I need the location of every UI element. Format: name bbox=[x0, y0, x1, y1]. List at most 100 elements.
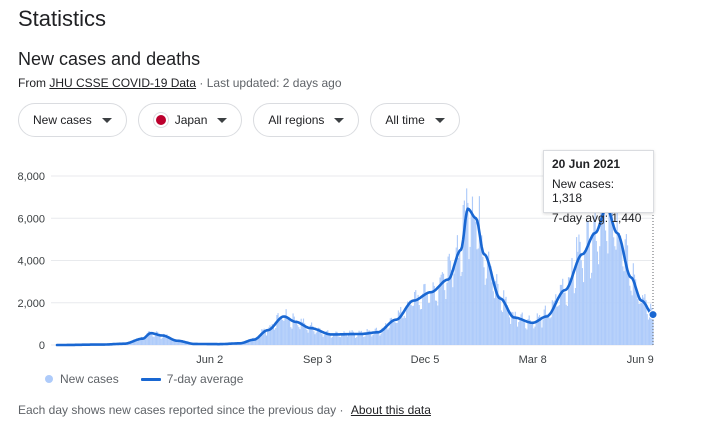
case-bar bbox=[166, 334, 168, 345]
case-bar bbox=[144, 338, 146, 345]
x-tick-label: Dec 5 bbox=[411, 354, 440, 366]
case-bar bbox=[506, 305, 508, 345]
metric-filter-chip[interactable]: New cases bbox=[18, 103, 127, 137]
case-bar bbox=[643, 297, 645, 345]
case-bar bbox=[311, 322, 313, 345]
case-bar bbox=[248, 340, 250, 345]
case-bar bbox=[301, 321, 303, 345]
case-bar bbox=[132, 340, 134, 345]
case-bar bbox=[485, 278, 487, 345]
case-bar bbox=[534, 326, 536, 345]
case-bar bbox=[359, 331, 361, 345]
case-bar bbox=[426, 292, 428, 345]
case-bar bbox=[609, 175, 611, 345]
time-filter-chip[interactable]: All time bbox=[370, 103, 460, 137]
case-bar bbox=[304, 323, 306, 345]
case-bar bbox=[446, 282, 448, 345]
case-bar bbox=[390, 317, 393, 345]
case-bar bbox=[294, 321, 296, 345]
case-bar bbox=[635, 279, 637, 345]
case-bar bbox=[353, 334, 355, 345]
case-bar bbox=[486, 259, 489, 345]
case-bar bbox=[423, 284, 425, 345]
case-bar bbox=[427, 303, 430, 345]
case-bar bbox=[405, 305, 408, 345]
source-link[interactable]: JHU CSSE COVID-19 Data bbox=[49, 76, 197, 90]
case-bar bbox=[433, 285, 435, 345]
about-data-link[interactable]: About this data bbox=[350, 403, 431, 417]
case-bar bbox=[633, 274, 636, 345]
case-bar bbox=[551, 300, 553, 345]
case-bar bbox=[349, 330, 351, 345]
region-filter-chip[interactable]: All regions bbox=[253, 103, 360, 137]
case-bar bbox=[355, 337, 357, 345]
case-bar bbox=[175, 341, 177, 345]
case-bar bbox=[532, 323, 534, 345]
case-bar bbox=[602, 202, 604, 345]
case-bar bbox=[308, 326, 310, 345]
case-bar bbox=[544, 305, 546, 345]
case-bar bbox=[459, 249, 461, 345]
case-bar bbox=[645, 300, 647, 345]
case-bar bbox=[503, 290, 505, 345]
case-bar bbox=[432, 282, 434, 345]
case-bar bbox=[337, 336, 339, 345]
case-bar bbox=[295, 320, 298, 345]
chevron-down-icon bbox=[217, 117, 228, 123]
legend-bars-swatch bbox=[45, 375, 53, 383]
case-bar bbox=[550, 317, 552, 345]
case-bar bbox=[461, 271, 463, 345]
case-bar bbox=[652, 317, 654, 345]
case-bar bbox=[598, 264, 600, 345]
case-bar bbox=[376, 330, 379, 345]
case-bar bbox=[594, 190, 596, 345]
case-bar bbox=[513, 315, 515, 345]
case-bar bbox=[375, 327, 377, 345]
case-bar bbox=[389, 318, 391, 345]
case-bar bbox=[417, 294, 419, 345]
case-bar bbox=[521, 312, 523, 345]
case-bar bbox=[343, 331, 345, 345]
case-bar bbox=[345, 335, 347, 345]
case-bar bbox=[615, 249, 617, 345]
case-bar bbox=[256, 337, 258, 345]
case-bar bbox=[569, 277, 571, 345]
case-bar bbox=[449, 260, 452, 345]
case-bar bbox=[290, 327, 292, 345]
case-bar bbox=[307, 332, 309, 345]
case-bar bbox=[368, 330, 371, 345]
case-bar bbox=[378, 333, 380, 345]
case-bar bbox=[424, 283, 426, 345]
case-bar bbox=[365, 333, 367, 345]
cases-chart[interactable]: 8,000 6,000 4,000 2,000 0 Jun 2 Sep 3 Dec 5 Mar … bbox=[0, 140, 709, 370]
case-bar bbox=[576, 237, 578, 345]
case-bar bbox=[152, 336, 154, 345]
case-bar bbox=[457, 257, 460, 345]
japan-flag-icon bbox=[152, 112, 169, 128]
hover-point bbox=[648, 310, 658, 320]
case-bar bbox=[364, 336, 366, 345]
case-bar bbox=[621, 247, 623, 345]
case-bar bbox=[570, 282, 572, 345]
case-bar bbox=[539, 315, 541, 345]
case-bar bbox=[155, 331, 158, 345]
case-bar bbox=[642, 295, 644, 345]
case-bar bbox=[497, 283, 499, 345]
country-filter-chip[interactable]: Japan bbox=[137, 103, 243, 137]
case-bar bbox=[278, 319, 280, 345]
case-bar bbox=[270, 326, 272, 345]
case-bar bbox=[515, 316, 518, 345]
case-bar bbox=[293, 316, 295, 345]
case-bar bbox=[454, 266, 456, 345]
case-bar bbox=[363, 336, 365, 345]
case-bar bbox=[554, 300, 556, 345]
x-tick-label: Sep 3 bbox=[303, 354, 332, 366]
case-bar bbox=[510, 323, 512, 345]
case-bar bbox=[305, 327, 307, 345]
case-bar bbox=[173, 338, 175, 345]
case-bar bbox=[250, 341, 253, 345]
legend-bars-label: New cases bbox=[60, 372, 119, 386]
case-bar bbox=[157, 331, 159, 345]
case-bar bbox=[514, 311, 516, 345]
case-bar bbox=[512, 312, 514, 345]
